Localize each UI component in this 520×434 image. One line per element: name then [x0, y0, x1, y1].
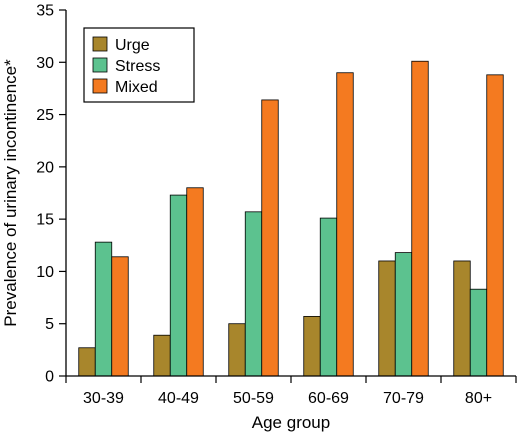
y-tick-label: 5 — [45, 316, 54, 333]
bar-urge-60-69 — [303, 315, 321, 377]
bar-stress-60-69 — [319, 217, 338, 377]
x-tick-label: 30-39 — [83, 390, 124, 407]
x-tick-label: 40-49 — [158, 390, 199, 407]
x-axis-title: Age group — [252, 413, 330, 432]
y-tick-label: 10 — [36, 264, 54, 281]
bar-mixed-70-79 — [411, 60, 429, 377]
legend-swatch-stress — [92, 57, 108, 73]
y-tick-label: 35 — [36, 3, 54, 20]
bar-stress-50-59 — [244, 211, 263, 377]
x-tick-label: 80+ — [465, 390, 492, 407]
y-tick-label: 25 — [36, 107, 54, 124]
legend-label-stress: Stress — [115, 58, 160, 75]
bar-urge-80+ — [453, 260, 471, 377]
bar-mixed-60-69 — [336, 72, 354, 377]
bar-mixed-80+ — [486, 74, 504, 377]
legend-swatch-mixed — [92, 78, 108, 94]
bar-mixed-30-39 — [111, 256, 129, 377]
bar-urge-40-49 — [153, 334, 171, 377]
x-tick-label: 50-59 — [233, 390, 274, 407]
bar-mixed-40-49 — [186, 187, 204, 377]
bar-stress-70-79 — [394, 252, 413, 377]
bar-urge-70-79 — [378, 260, 396, 377]
bar-stress-30-39 — [94, 241, 113, 377]
y-tick-label: 0 — [45, 369, 54, 386]
bars-layer — [78, 60, 504, 377]
x-tick-label: 60-69 — [308, 390, 349, 407]
y-axis-title: Prevalence of urinary incontinence* — [1, 59, 20, 327]
bar-mixed-50-59 — [261, 99, 279, 377]
legend-label-urge: Urge — [115, 37, 150, 54]
bar-urge-30-39 — [78, 347, 96, 377]
bar-urge-50-59 — [228, 323, 246, 377]
bar-stress-80+ — [469, 288, 488, 377]
y-axis-ticks: 0 5 10 15 20 25 30 35 — [36, 3, 66, 386]
y-tick-label: 30 — [36, 55, 54, 72]
legend-label-mixed: Mixed — [115, 79, 158, 96]
y-tick-label: 20 — [36, 159, 54, 176]
y-tick-label: 15 — [36, 212, 54, 229]
x-tick-label: 70-79 — [383, 390, 424, 407]
legend: Urge Stress Mixed — [83, 27, 195, 103]
bar-stress-40-49 — [169, 194, 188, 377]
x-axis-ticks: 30-39 40-49 50-59 60-69 70-79 80+ — [65, 376, 517, 407]
legend-swatch-urge — [92, 36, 108, 52]
